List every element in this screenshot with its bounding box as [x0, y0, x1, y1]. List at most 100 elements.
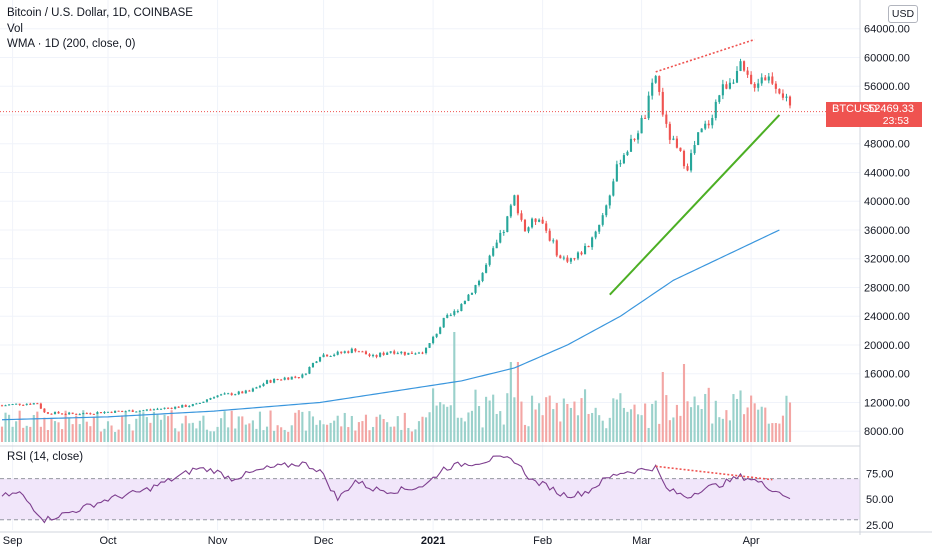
volume-bar	[124, 411, 127, 442]
candle-body	[689, 153, 693, 171]
candle-body	[513, 195, 516, 206]
currency-button[interactable]: USD	[888, 5, 918, 23]
volume-bar	[110, 425, 113, 442]
volume-bar	[711, 423, 714, 442]
wma-legend: WMA · 1D (200, close, 0)	[7, 38, 136, 50]
volume-bar	[622, 407, 625, 442]
volume-bar	[326, 424, 329, 442]
y-tick-label: 60000.00	[864, 52, 910, 64]
y-tick-label: 44000.00	[864, 167, 910, 179]
candle-body	[174, 406, 177, 409]
volume-bar	[308, 411, 311, 442]
volume-bar	[612, 398, 615, 442]
y-tick-label: 20000.00	[864, 340, 910, 352]
volume-bar	[361, 421, 364, 442]
volume-bar	[598, 415, 601, 442]
candle-body	[4, 405, 7, 407]
volume-bar	[297, 410, 300, 442]
volume-bar	[640, 415, 643, 442]
candle-body	[329, 355, 332, 357]
volume-bar	[202, 415, 205, 442]
volume-bar	[8, 414, 11, 442]
candle-body	[467, 294, 470, 301]
price-divergence-line	[655, 38, 755, 73]
candle-body	[379, 352, 382, 357]
volume-bar	[530, 395, 534, 442]
volume-bar	[523, 424, 527, 442]
candle-body	[205, 399, 209, 402]
volume-bar	[675, 404, 678, 442]
candle-body	[110, 411, 113, 413]
candle-body	[357, 351, 360, 353]
candle-body	[368, 354, 371, 356]
candle-body	[32, 403, 35, 405]
volume-bar	[142, 412, 145, 442]
y-tick-label: 56000.00	[864, 81, 910, 93]
chart-title: Bitcoin / U.S. Dollar, 1D, COINBASE	[7, 7, 193, 19]
volume-bar	[633, 404, 636, 442]
volume-bar	[771, 423, 774, 442]
candle-body	[407, 352, 410, 355]
candle-body	[488, 255, 491, 265]
candle-body	[375, 355, 378, 357]
candle-body	[114, 410, 117, 413]
candle-body	[530, 218, 534, 228]
candle-body	[311, 362, 315, 367]
candle-body	[760, 77, 763, 84]
volume-bar	[220, 418, 223, 442]
candle-body	[389, 351, 392, 353]
candle-body	[644, 117, 647, 119]
volume-bar	[714, 400, 717, 442]
candle-body	[424, 347, 428, 353]
candle-body	[743, 61, 746, 71]
candle-body	[280, 379, 283, 381]
candle-body	[142, 410, 145, 412]
volume-bar	[167, 416, 170, 442]
volume-bar	[439, 402, 442, 442]
candle-body	[591, 237, 594, 248]
candle-body	[502, 231, 505, 233]
candle-body	[138, 410, 141, 412]
x-tick-label: Mar	[632, 535, 651, 547]
volume-bar	[280, 427, 283, 442]
volume-bar	[414, 429, 417, 442]
volume-bar	[227, 427, 230, 442]
candle-body	[506, 216, 509, 232]
candle-body	[608, 195, 611, 206]
volume-bar	[379, 414, 382, 442]
volume-bar	[216, 426, 219, 442]
volume-bar	[393, 426, 396, 442]
volume-bar	[410, 431, 413, 442]
volume-bar	[658, 423, 661, 442]
volume-bar	[541, 415, 544, 442]
volume-bar	[188, 423, 191, 442]
candle-body	[46, 412, 49, 414]
volume-bar	[725, 410, 728, 442]
volume-bar	[92, 416, 95, 442]
candle-body	[251, 388, 254, 392]
candle-body	[135, 411, 138, 413]
volume-bar	[760, 406, 763, 442]
candle-body	[739, 61, 742, 71]
candle-body	[654, 76, 657, 83]
candle-body	[421, 352, 424, 354]
volume-bar	[294, 412, 297, 442]
candle-body	[697, 132, 700, 146]
volume-bar	[672, 417, 675, 442]
volume-bar	[615, 399, 618, 442]
volume-bar	[509, 362, 512, 442]
volume-bar	[262, 430, 265, 442]
volume-bar	[64, 410, 67, 442]
candle-body	[294, 376, 297, 378]
volume-bar	[400, 429, 403, 442]
volume-bar	[195, 428, 198, 442]
candle-body	[124, 411, 127, 413]
candle-body	[184, 405, 187, 407]
volume-bar	[721, 418, 724, 442]
volume-bar	[350, 415, 353, 442]
volume-bar	[304, 430, 307, 442]
candle-body	[492, 248, 495, 256]
volume-bar	[61, 429, 64, 442]
